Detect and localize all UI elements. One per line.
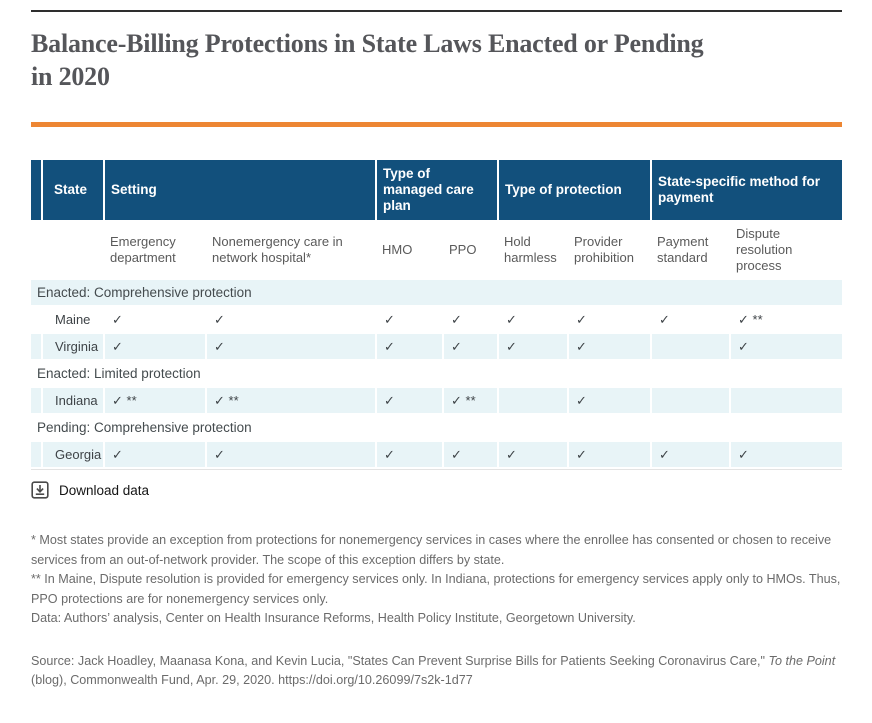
sub-header-nonemergency-care: Nonemergency care in network hospital* <box>205 220 375 280</box>
row-edge-cell <box>31 334 41 361</box>
section-row: Pending: Comprehensive protection <box>31 415 843 442</box>
section-label: Pending: Comprehensive protection <box>31 415 843 442</box>
check-cell: ✓ <box>650 307 729 334</box>
state-name: Virginia <box>41 334 103 361</box>
page-title: Balance-Billing Protections in State Law… <box>31 27 842 93</box>
section-row: Enacted: Limited protection <box>31 361 843 388</box>
data-table: State Setting Type of managed care plan … <box>31 160 843 470</box>
footnotes: * Most states provide an exception from … <box>31 531 842 629</box>
check-cell: ✓ <box>497 442 567 469</box>
check-cell: ✓ <box>205 307 375 334</box>
section-label: Enacted: Comprehensive protection <box>31 280 843 307</box>
source-line: Source: Jack Hoadley, Maanasa Kona, and … <box>31 652 842 691</box>
sub-header-provider-prohibition: Provider prohibition <box>567 220 650 280</box>
check-cell: ✓ <box>375 334 442 361</box>
check-cell: ✓ <box>567 388 650 415</box>
section-row: Enacted: Comprehensive protection <box>31 280 843 307</box>
state-name: Indiana <box>41 388 103 415</box>
sub-header-hold-harmless: Hold harmless <box>497 220 567 280</box>
empty-cell <box>497 388 567 415</box>
check-cell: ✓ <box>567 442 650 469</box>
check-cell: ✓ <box>205 442 375 469</box>
table-body: Enacted: Comprehensive protection Maine ✓ ✓… <box>31 280 843 469</box>
check-cell: ✓ <box>375 442 442 469</box>
check-cell: ✓ ** <box>729 307 843 334</box>
state-name: Georgia <box>41 442 103 469</box>
empty-cell <box>650 334 729 361</box>
check-cell: ✓ <box>567 307 650 334</box>
download-label: Download data <box>59 482 150 498</box>
footnote-double-asterisk: ** In Maine, Dispute resolution is provi… <box>31 572 841 606</box>
sub-header-ppo: PPO <box>442 220 497 280</box>
check-cell: ✓ <box>442 307 497 334</box>
check-cell: ✓ ** <box>103 388 205 415</box>
check-cell: ✓ <box>103 307 205 334</box>
chart-figure: Balance-Billing Protections in State Law… <box>31 10 843 691</box>
download-icon <box>31 481 49 499</box>
empty-cell <box>729 388 843 415</box>
table-row: Indiana ✓ ** ✓ ** ✓ ✓ ** ✓ <box>31 388 843 415</box>
footnote-data-credit: Data: Authors’ analysis, Center on Healt… <box>31 611 636 625</box>
source-publication: To the Point <box>768 653 836 668</box>
check-cell: ✓ <box>567 334 650 361</box>
col-header-payment-method: State-specific method for payment <box>650 160 843 220</box>
check-cell: ✓ <box>497 307 567 334</box>
row-edge-cell <box>31 307 41 334</box>
check-cell: ✓ <box>103 334 205 361</box>
top-rule <box>31 10 842 12</box>
source-text: Source: Jack Hoadley, Maanasa Kona, and … <box>31 653 769 668</box>
check-cell: ✓ ** <box>205 388 375 415</box>
check-cell: ✓ <box>650 442 729 469</box>
page-title-line1: Balance-Billing Protections in State Law… <box>31 29 704 58</box>
col-header-type-of-protection: Type of protection <box>497 160 650 220</box>
sub-header-spacer <box>31 220 41 280</box>
check-cell: ✓ <box>729 334 843 361</box>
section-label: Enacted: Limited protection <box>31 361 843 388</box>
page-title-line2: in 2020 <box>31 62 110 91</box>
sub-header-state-spacer <box>41 220 103 280</box>
group-header-row: State Setting Type of managed care plan … <box>31 160 843 220</box>
check-cell: ✓ <box>375 307 442 334</box>
accent-rule <box>31 122 842 127</box>
download-data-button[interactable]: Download data <box>31 481 149 499</box>
sub-header-row: Emergency department Nonemergency care i… <box>31 220 843 280</box>
row-edge-cell <box>31 388 41 415</box>
sub-header-dispute-resolution: Dispute resolution process <box>729 220 843 280</box>
row-edge-cell <box>31 442 41 469</box>
check-cell: ✓ <box>103 442 205 469</box>
check-cell: ✓ <box>375 388 442 415</box>
table-row: Georgia ✓ ✓ ✓ ✓ ✓ ✓ ✓ ✓ <box>31 442 843 469</box>
check-cell: ✓ <box>729 442 843 469</box>
table-row: Maine ✓ ✓ ✓ ✓ ✓ ✓ ✓ ✓ ** <box>31 307 843 334</box>
check-cell: ✓ <box>442 334 497 361</box>
footnote-asterisk: * Most states provide an exception from … <box>31 533 832 567</box>
sub-header-payment-standard: Payment standard <box>650 220 729 280</box>
sub-header-emergency-department: Emergency department <box>103 220 205 280</box>
col-header-managed-care-plan: Type of managed care plan <box>375 160 497 220</box>
state-name: Maine <box>41 307 103 334</box>
header-corner-cell <box>31 160 41 220</box>
empty-cell <box>650 388 729 415</box>
check-cell: ✓ <box>205 334 375 361</box>
check-cell: ✓ <box>497 334 567 361</box>
check-cell: ✓ <box>442 442 497 469</box>
source-suffix: (blog), Commonwealth Fund, Apr. 29, 2020… <box>31 673 473 687</box>
table-row: Virginia ✓ ✓ ✓ ✓ ✓ ✓ ✓ <box>31 334 843 361</box>
check-cell: ✓ ** <box>442 388 497 415</box>
sub-header-hmo: HMO <box>375 220 442 280</box>
col-header-setting: Setting <box>103 160 375 220</box>
col-header-state: State <box>41 160 103 220</box>
